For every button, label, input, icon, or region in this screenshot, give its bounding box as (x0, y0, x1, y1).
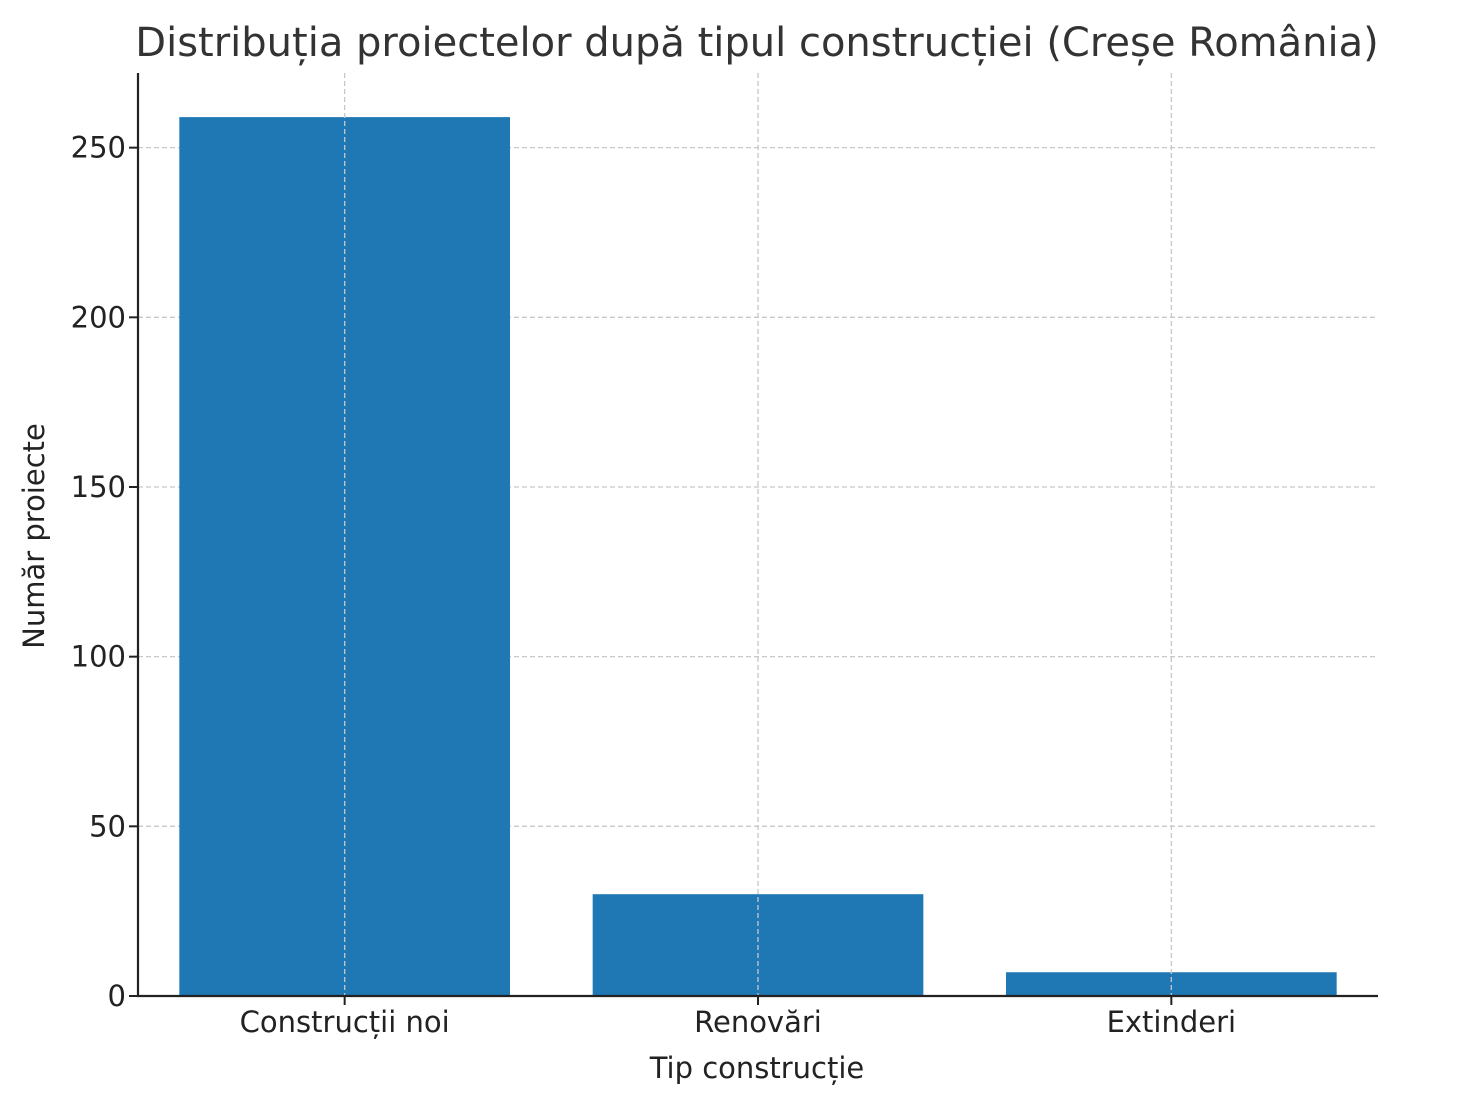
y-axis-label: Număr proiecte (17, 423, 51, 649)
y-tick-label: 150 (71, 470, 126, 504)
bar (1006, 972, 1337, 996)
x-tick-label: Extinderi (1107, 1005, 1237, 1039)
x-tick-label: Construcții noi (240, 1005, 450, 1039)
tick-layer: 0 50 100 150 200 250 Construcții noi Renovări Ex… (71, 131, 1236, 1039)
y-tick-label: 250 (71, 131, 126, 165)
x-tick-label: Renovări (694, 1005, 822, 1039)
y-tick-label: 100 (71, 640, 126, 674)
y-tick-label: 50 (89, 809, 126, 843)
x-axis-label: Tip construcție (649, 1051, 865, 1085)
y-tick-label: 0 (108, 979, 126, 1013)
chart-title: Distribuția proiectelor după tipul const… (135, 20, 1378, 66)
y-tick-label: 200 (71, 300, 126, 334)
